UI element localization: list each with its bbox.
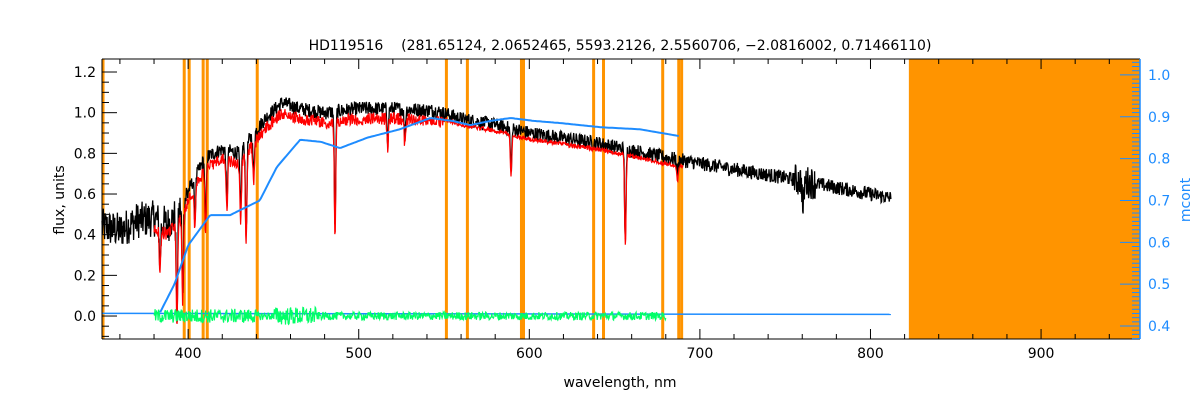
y2-axis-label: mcont — [1178, 177, 1194, 222]
observed-flux-line — [101, 97, 892, 323]
masked-line — [519, 59, 523, 339]
y2-tick-label: 0.6 — [1148, 235, 1170, 251]
masked-regions — [101, 59, 1140, 339]
masked-line — [201, 59, 205, 339]
y-axis-label: flux, units — [52, 165, 68, 234]
masked-line — [205, 59, 209, 339]
masked-line — [677, 59, 681, 339]
y2-tick-label: 0.4 — [1148, 319, 1170, 335]
chart-title: HD119516 (281.65124, 2.0652465, 5593.212… — [309, 38, 932, 54]
x-tick-label: 400 — [175, 346, 202, 362]
masked-band — [908, 59, 1140, 339]
x-tick-label: 700 — [687, 346, 714, 362]
masked-line — [592, 59, 596, 339]
masked-line — [444, 59, 448, 339]
y-tick-label: 0.4 — [74, 228, 96, 244]
x-tick-label: 900 — [1028, 346, 1055, 362]
y-tick-label: 0.0 — [74, 309, 96, 325]
y2-tick-label: 0.5 — [1148, 277, 1170, 293]
y-tick-label: 0.2 — [74, 268, 96, 284]
masked-line — [680, 59, 684, 339]
residual-line — [153, 305, 667, 326]
masked-line — [661, 59, 665, 339]
masked-line — [522, 59, 526, 339]
masked-line — [182, 59, 186, 339]
axes: 400 500 600 700 800 900 0.0 0.2 0.4 0.6 0.8 1.0 1.2 0… — [74, 58, 1170, 362]
y2-tick-label: 0.7 — [1148, 193, 1170, 209]
y2-tick-label: 0.8 — [1148, 152, 1170, 168]
series-layer — [101, 97, 892, 326]
mcont-line — [159, 117, 679, 313]
x-tick-label: 500 — [345, 346, 372, 362]
masked-line — [602, 59, 606, 339]
x-tick-label: 600 — [516, 346, 543, 362]
masked-line — [101, 59, 105, 339]
y-tick-label: 1.0 — [74, 106, 96, 122]
y-tick-label: 0.8 — [74, 146, 96, 162]
x-axis-label: wavelength, nm — [564, 375, 677, 391]
masked-line — [465, 59, 469, 339]
x-tick-label: 800 — [857, 346, 884, 362]
masked-line — [255, 59, 259, 339]
y2-tick-label: 1.0 — [1148, 68, 1170, 84]
y-tick-label: 1.2 — [74, 65, 96, 81]
y2-tick-label: 0.9 — [1148, 110, 1170, 126]
y-tick-label: 0.6 — [74, 187, 96, 203]
